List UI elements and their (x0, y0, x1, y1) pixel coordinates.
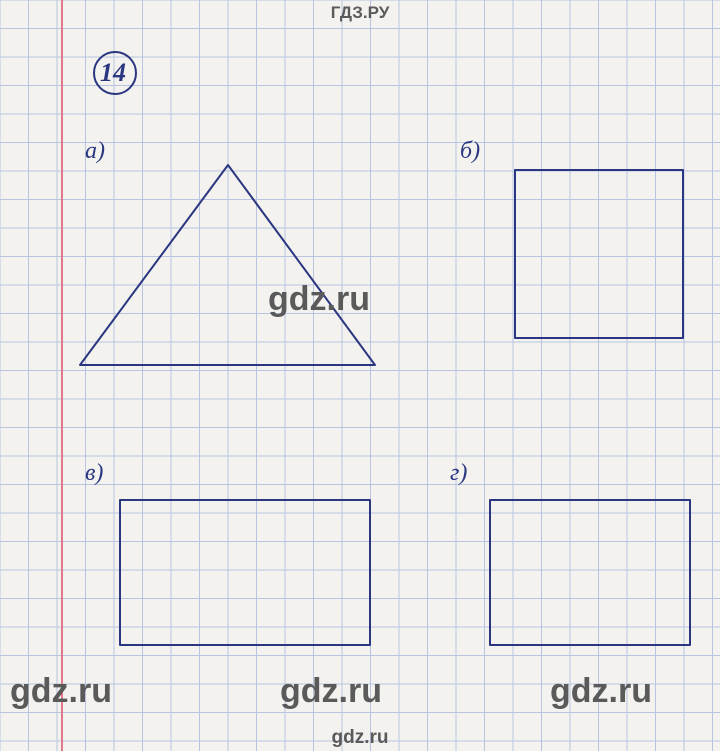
problem-number: 14 (100, 58, 126, 88)
shapes-layer (0, 0, 720, 751)
footer-text: gdz.ru (332, 727, 389, 748)
problem-number-value: 14 (100, 58, 126, 87)
part-label: г) (450, 460, 467, 487)
watermark-text: gdz.ru (280, 672, 382, 711)
part-label: б) (460, 138, 480, 165)
part-label: в) (85, 460, 103, 487)
page-footer: gdz.ru (0, 728, 720, 751)
shape-rect-v (120, 500, 370, 645)
shape-square-b (515, 170, 683, 338)
watermark-text: gdz.ru (268, 280, 370, 319)
shape-rect-g (490, 500, 690, 645)
page-header: ГДЗ.РУ (0, 0, 720, 21)
header-text: ГДЗ.РУ (331, 3, 390, 22)
watermark-text: gdz.ru (10, 672, 112, 711)
watermark-text: gdz.ru (550, 672, 652, 711)
notebook-page: ГДЗ.РУ 14 gdz.ru а) б) в) г) gdz.ru gdz.ru gdz… (0, 0, 720, 751)
part-label: а) (85, 138, 105, 165)
shape-triangle (80, 165, 375, 365)
